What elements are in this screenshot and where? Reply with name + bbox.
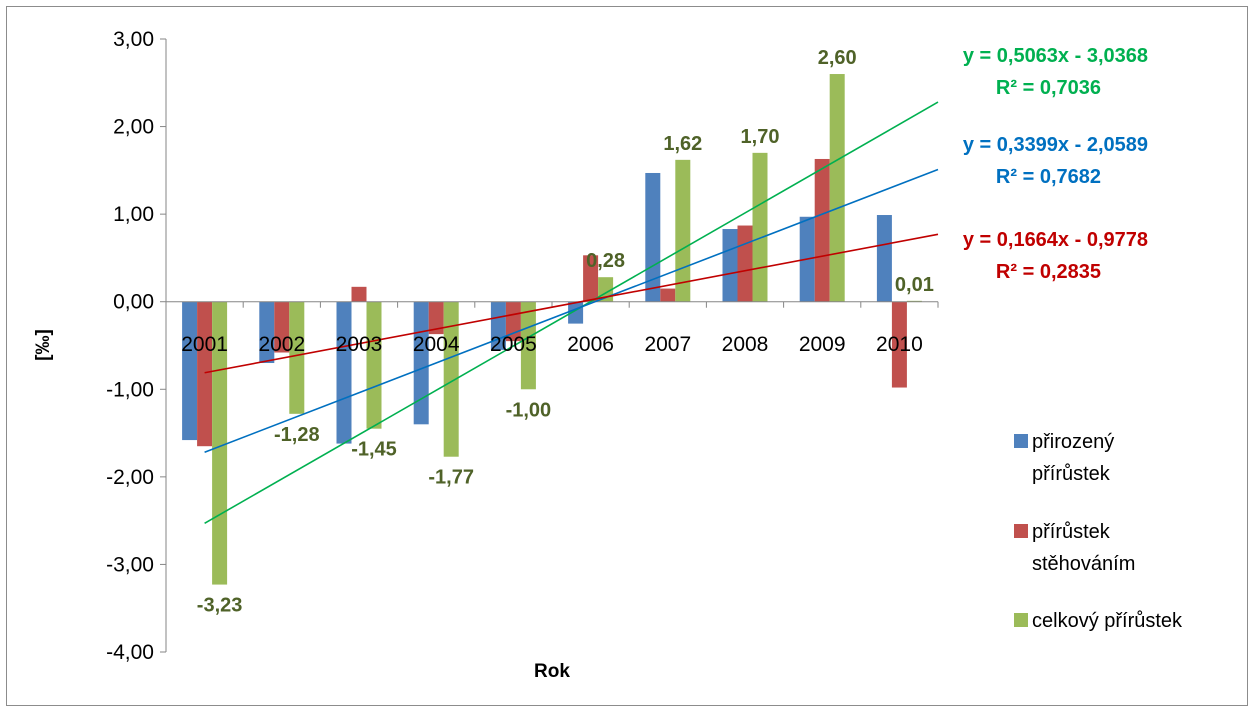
legend: přirozený přírůstek přírůstek stěhováním cel… bbox=[1014, 431, 1183, 632]
legend-swatch bbox=[1014, 613, 1028, 627]
x-axis-title: Rok bbox=[534, 661, 570, 682]
x-tick-label: 2003 bbox=[336, 333, 383, 356]
trendline-equation: y = 0,3399x - 2,0589 bbox=[963, 134, 1148, 156]
bar bbox=[443, 301, 459, 457]
trendlines bbox=[204, 101, 939, 525]
y-tick-label: 0,00 bbox=[113, 291, 154, 314]
legend-label: přirozený bbox=[1032, 431, 1114, 453]
trendline bbox=[204, 168, 939, 453]
bar bbox=[336, 301, 352, 444]
bar bbox=[675, 159, 691, 302]
x-tick-label: 2007 bbox=[644, 333, 691, 356]
bar bbox=[645, 172, 661, 302]
legend-swatch bbox=[1014, 434, 1028, 448]
bar bbox=[274, 301, 290, 353]
bar bbox=[259, 301, 275, 364]
x-tick-label: 2008 bbox=[722, 333, 769, 356]
bar bbox=[413, 301, 429, 425]
y-axis: 3,00 2,00 1,00 0,00 -1,00 -2,00 -3,00 -4,00 bbox=[106, 28, 167, 664]
data-label: -1,77 bbox=[428, 467, 474, 489]
data-label: -1,28 bbox=[274, 424, 320, 446]
bar bbox=[891, 301, 907, 388]
bar bbox=[212, 301, 228, 585]
x-tick-label: 2005 bbox=[490, 333, 537, 356]
legend-swatch bbox=[1014, 524, 1028, 538]
bar bbox=[366, 301, 382, 429]
legend-label: celkový přírůstek bbox=[1032, 610, 1183, 632]
x-tick-label: 2004 bbox=[413, 333, 460, 356]
y-tick-label: -4,00 bbox=[106, 641, 154, 664]
y-tick-label: 1,00 bbox=[113, 203, 154, 226]
bar bbox=[660, 288, 676, 302]
x-tick-label: 2002 bbox=[258, 333, 305, 356]
trendline-r2: R² = 0,7682 bbox=[996, 166, 1101, 188]
trendline bbox=[204, 233, 939, 374]
bar bbox=[722, 229, 738, 302]
y-tick-label: -3,00 bbox=[106, 553, 154, 576]
trendline-equation: y = 0,1664x - 0,9778 bbox=[963, 229, 1148, 251]
x-tick-label: 2009 bbox=[799, 333, 846, 356]
trendline bbox=[204, 101, 939, 525]
y-tick-label: -2,00 bbox=[106, 466, 154, 489]
data-label: -3,23 bbox=[197, 595, 243, 617]
legend-label: přírůstek bbox=[1032, 521, 1111, 543]
data-label: 1,62 bbox=[663, 133, 702, 155]
bar bbox=[876, 215, 892, 302]
bar bbox=[289, 301, 305, 414]
bar bbox=[197, 301, 213, 447]
bar bbox=[814, 158, 830, 302]
bar bbox=[737, 225, 753, 302]
bar bbox=[428, 301, 444, 335]
bar bbox=[351, 286, 367, 302]
data-label: 0,28 bbox=[586, 250, 625, 272]
x-tick-label: 2010 bbox=[876, 333, 923, 356]
legend-label: stěhováním bbox=[1032, 553, 1135, 575]
y-tick-label: -1,00 bbox=[106, 378, 154, 401]
trendline-r2: R² = 0,2835 bbox=[996, 261, 1101, 283]
bar bbox=[583, 255, 599, 302]
bar bbox=[752, 152, 768, 302]
data-label: 0,01 bbox=[895, 274, 934, 296]
x-tick-label: 2006 bbox=[567, 333, 614, 356]
bar bbox=[182, 301, 198, 441]
y-tick-label: 2,00 bbox=[113, 116, 154, 139]
data-label: -1,45 bbox=[351, 439, 397, 461]
data-label: 1,70 bbox=[741, 126, 780, 148]
trendline-equation: y = 0,5063x - 3,0368 bbox=[963, 45, 1148, 67]
data-label: -1,00 bbox=[506, 399, 552, 421]
legend-label: přírůstek bbox=[1032, 463, 1111, 485]
y-axis-title: [‰] bbox=[33, 329, 54, 361]
data-labels: -3,23 -1,28 -1,45 -1,77 -1,00 0,28 1,62 1,70 2,6… bbox=[197, 47, 934, 617]
x-tick-label: 2001 bbox=[181, 333, 228, 356]
category-labels: 2001 2002 2003 2004 2005 2006 2007 2008 2009 2010 bbox=[181, 333, 923, 356]
trendline-equations: y = 0,5063x - 3,0368 R² = 0,7036 y = 0,339… bbox=[963, 45, 1148, 283]
bar bbox=[829, 74, 845, 302]
data-label: 2,60 bbox=[818, 47, 857, 69]
x-axis bbox=[165, 301, 939, 308]
bar bbox=[520, 301, 536, 390]
y-tick-label: 3,00 bbox=[113, 28, 154, 51]
bars bbox=[182, 74, 922, 585]
trendline-r2: R² = 0,7036 bbox=[996, 77, 1101, 99]
